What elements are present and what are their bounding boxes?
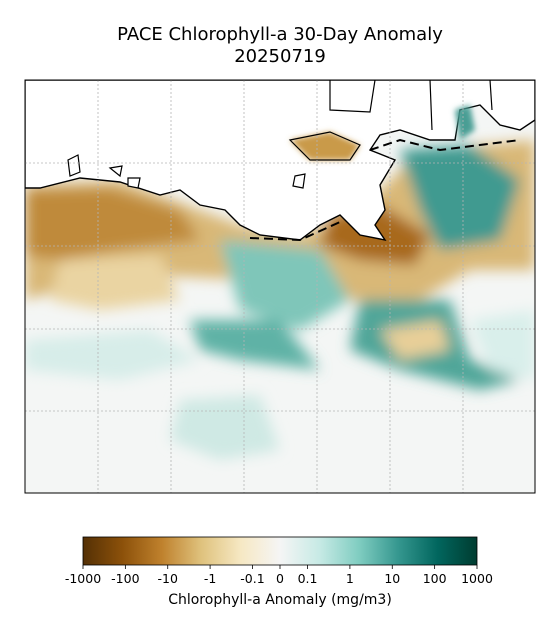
map-title: PACE Chlorophyll-a 30-Day Anomaly (117, 24, 443, 45)
colorbar-label: Chlorophyll-a Anomaly (mg/m3) (168, 592, 392, 608)
map-area (25, 80, 535, 493)
tick-label: 0.1 (298, 571, 318, 586)
tick-label: -100 (111, 571, 139, 586)
tick-label: 100 (423, 571, 447, 586)
tick-label: 1 (346, 571, 354, 586)
tick-label: 1000 (461, 571, 493, 586)
map-date: 20250719 (234, 46, 326, 67)
tick-label: -1000 (65, 571, 101, 586)
tick-label: 10 (384, 571, 400, 586)
tick-label: -0.1 (240, 571, 264, 586)
colorbar (82, 536, 478, 566)
tick-label: 0 (276, 571, 284, 586)
tick-label: -1 (204, 571, 216, 586)
colorbar-gradient (82, 536, 478, 566)
map-frame (24, 79, 536, 494)
tick-label: -10 (158, 571, 178, 586)
